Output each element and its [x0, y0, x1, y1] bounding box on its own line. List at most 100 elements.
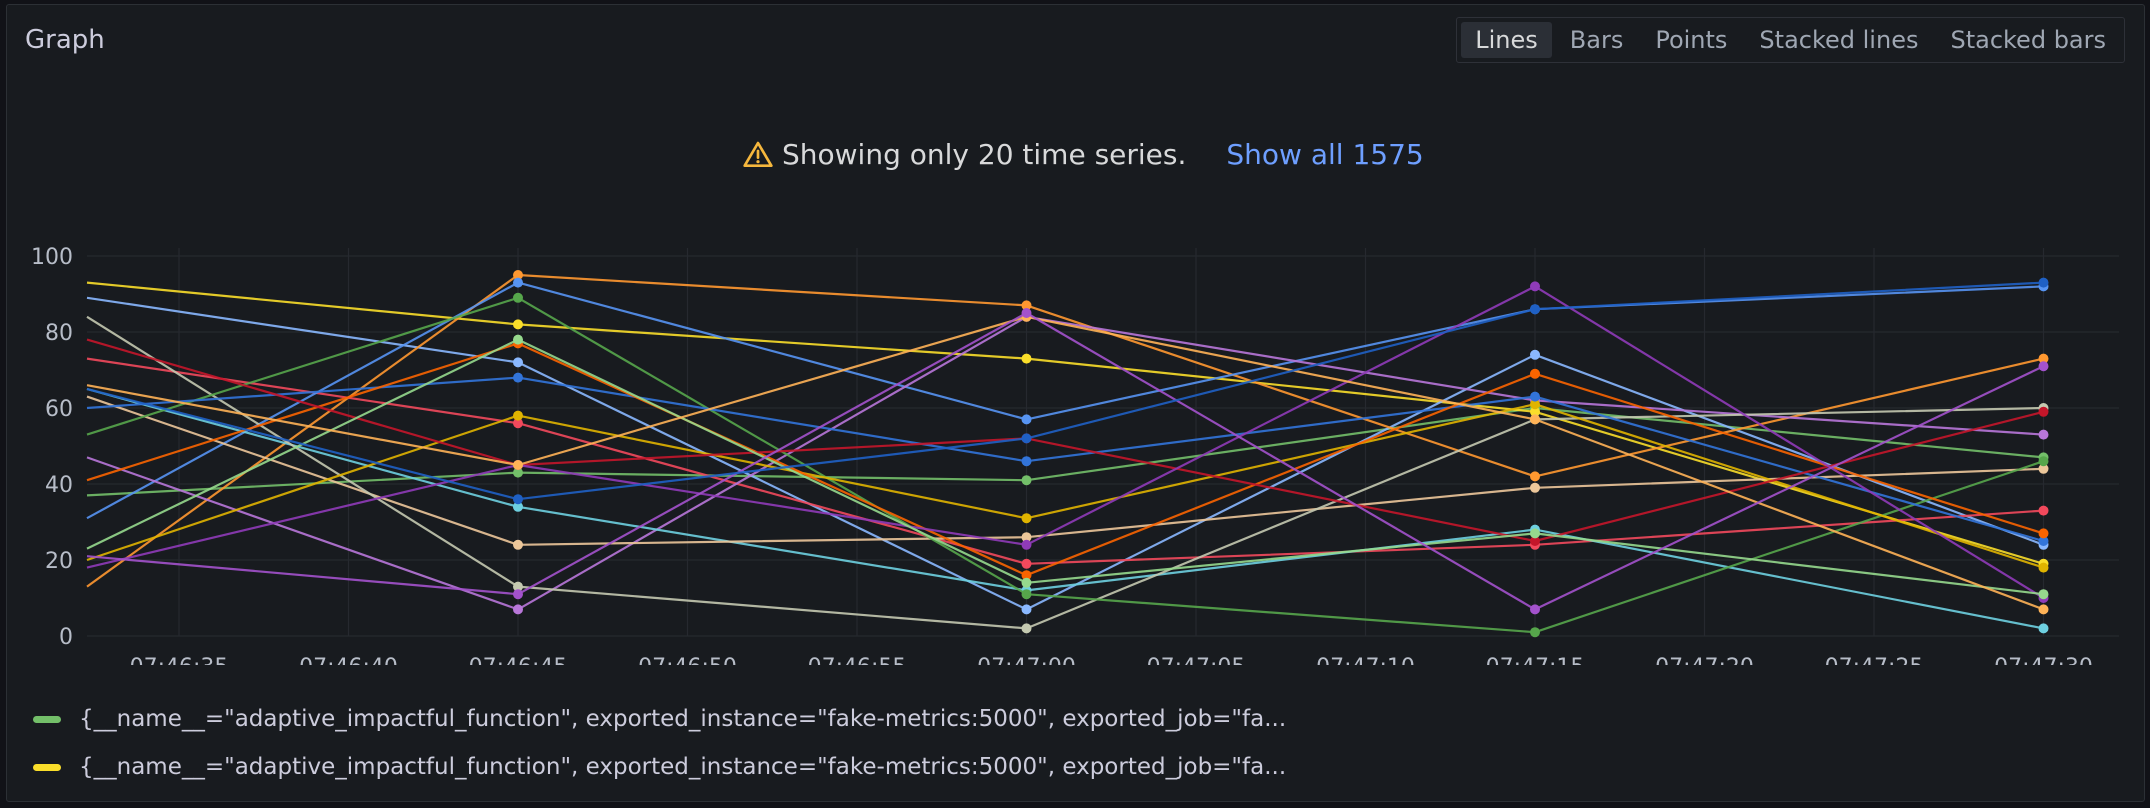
data-point [1021, 308, 1032, 318]
series-line [86, 406, 2044, 497]
y-tick-label: 60 [45, 397, 73, 422]
data-point [513, 589, 523, 600]
x-tick-label: 07:47:30 [1994, 655, 2093, 665]
data-point [513, 539, 523, 550]
series-limit-warning: Showing only 20 time series. Show all 15… [742, 138, 1424, 171]
warning-icon [743, 141, 773, 167]
data-point [2038, 463, 2049, 474]
data-point [1021, 532, 1032, 543]
series-line [86, 342, 2044, 577]
view-mode-stacked-lines[interactable]: Stacked lines [1759, 26, 1919, 54]
data-point [1021, 475, 1032, 486]
data-point [2038, 536, 2049, 546]
warning-text: Showing only 20 time series. [782, 138, 1187, 171]
data-point [1530, 304, 1540, 315]
data-point [1530, 349, 1540, 360]
data-point [1021, 456, 1032, 467]
data-point [1530, 406, 1540, 417]
data-point [1021, 577, 1032, 588]
view-mode-stacked-bars[interactable]: Stacked bars [1950, 26, 2106, 54]
legend-label: {__name__="adaptive_impactful_function",… [79, 754, 1287, 780]
y-tick-label: 100 [31, 245, 73, 270]
data-point [1021, 513, 1032, 524]
view-mode-bars[interactable]: Bars [1569, 26, 1624, 54]
data-point [513, 372, 523, 383]
data-point [1021, 623, 1032, 634]
data-point [2038, 406, 2049, 417]
data-point [1530, 281, 1540, 292]
data-point [513, 418, 523, 429]
data-point [2038, 623, 2049, 634]
x-tick-label: 07:47:10 [1316, 655, 1415, 665]
graph-panel: Graph Lines Bars Points Stacked lines Stacke… [6, 4, 2145, 802]
series-line [86, 281, 2044, 501]
data-point [2038, 456, 2049, 467]
data-point [513, 277, 523, 288]
data-point [513, 501, 523, 512]
data-point [1530, 528, 1540, 539]
y-tick-label: 40 [45, 473, 73, 498]
x-tick-label: 07:46:40 [299, 655, 398, 665]
x-tick-label: 07:47:25 [1825, 655, 1924, 665]
data-point [2038, 353, 2049, 364]
legend-item[interactable]: {__name__="adaptive_impactful_function",… [33, 695, 1286, 743]
data-point [1021, 570, 1032, 581]
panel-title: Graph [25, 25, 105, 55]
x-tick-label: 07:47:20 [1655, 655, 1754, 665]
x-tick-label: 07:46:50 [638, 655, 737, 665]
x-tick-label: 07:46:55 [808, 655, 907, 665]
data-point [1530, 482, 1540, 493]
data-point [1021, 604, 1032, 615]
data-point [1021, 353, 1032, 364]
legend-label: {__name__="adaptive_impactful_function",… [79, 706, 1287, 732]
data-point [513, 357, 523, 368]
data-point [1530, 536, 1540, 546]
legend-item[interactable]: {__name__="adaptive_impactful_function",… [33, 743, 1286, 791]
data-point [1530, 391, 1540, 402]
data-point [513, 460, 523, 470]
view-mode-points[interactable]: Points [1655, 26, 1728, 54]
data-point [513, 319, 523, 330]
data-point [513, 292, 523, 303]
data-point [1021, 558, 1032, 569]
data-point [513, 494, 523, 505]
data-point [513, 334, 523, 345]
data-point [1021, 539, 1032, 550]
show-all-link[interactable]: Show all 1575 [1226, 138, 1424, 171]
data-point [2038, 429, 2049, 440]
x-tick-label: 07:47:00 [977, 655, 1076, 665]
data-point [1021, 414, 1032, 425]
data-point [1021, 589, 1032, 600]
x-tick-label: 07:46:35 [130, 655, 229, 665]
legend-item[interactable]: {__name__="adaptive_impactful_function",… [33, 791, 1286, 801]
data-point [2038, 528, 2049, 539]
data-point [2038, 589, 2049, 600]
x-tick-label: 07:47:15 [1486, 655, 1585, 665]
data-point [1530, 471, 1540, 482]
legend-swatch [33, 715, 61, 723]
data-point [513, 270, 523, 280]
data-point [2038, 604, 2049, 615]
data-point [1021, 433, 1032, 444]
data-point [1530, 604, 1540, 615]
x-tick-label: 07:46:45 [469, 655, 568, 665]
legend: {__name__="adaptive_impactful_function",… [33, 695, 1286, 801]
series-line [86, 338, 2044, 596]
data-point [513, 410, 523, 421]
data-point [1530, 399, 1540, 410]
data-point [513, 581, 523, 592]
data-point [2038, 505, 2049, 516]
line-chart: 0 20 40 60 80 100 07:46:35 07:46:40 07:46:45 07:4… [31, 245, 2119, 665]
y-tick-label: 80 [45, 321, 73, 346]
series-line [86, 273, 2044, 588]
legend-swatch [33, 763, 61, 771]
data-point [2038, 562, 2049, 573]
view-mode-lines[interactable]: Lines [1461, 22, 1552, 58]
data-point [513, 604, 523, 615]
data-point [513, 467, 523, 478]
y-tick-label: 20 [45, 549, 73, 574]
y-tick-label: 0 [59, 625, 73, 650]
view-mode-switch: Lines Bars Points Stacked lines Stacked bars [1456, 17, 2125, 63]
data-point [2038, 361, 2049, 372]
data-point [1530, 368, 1540, 379]
